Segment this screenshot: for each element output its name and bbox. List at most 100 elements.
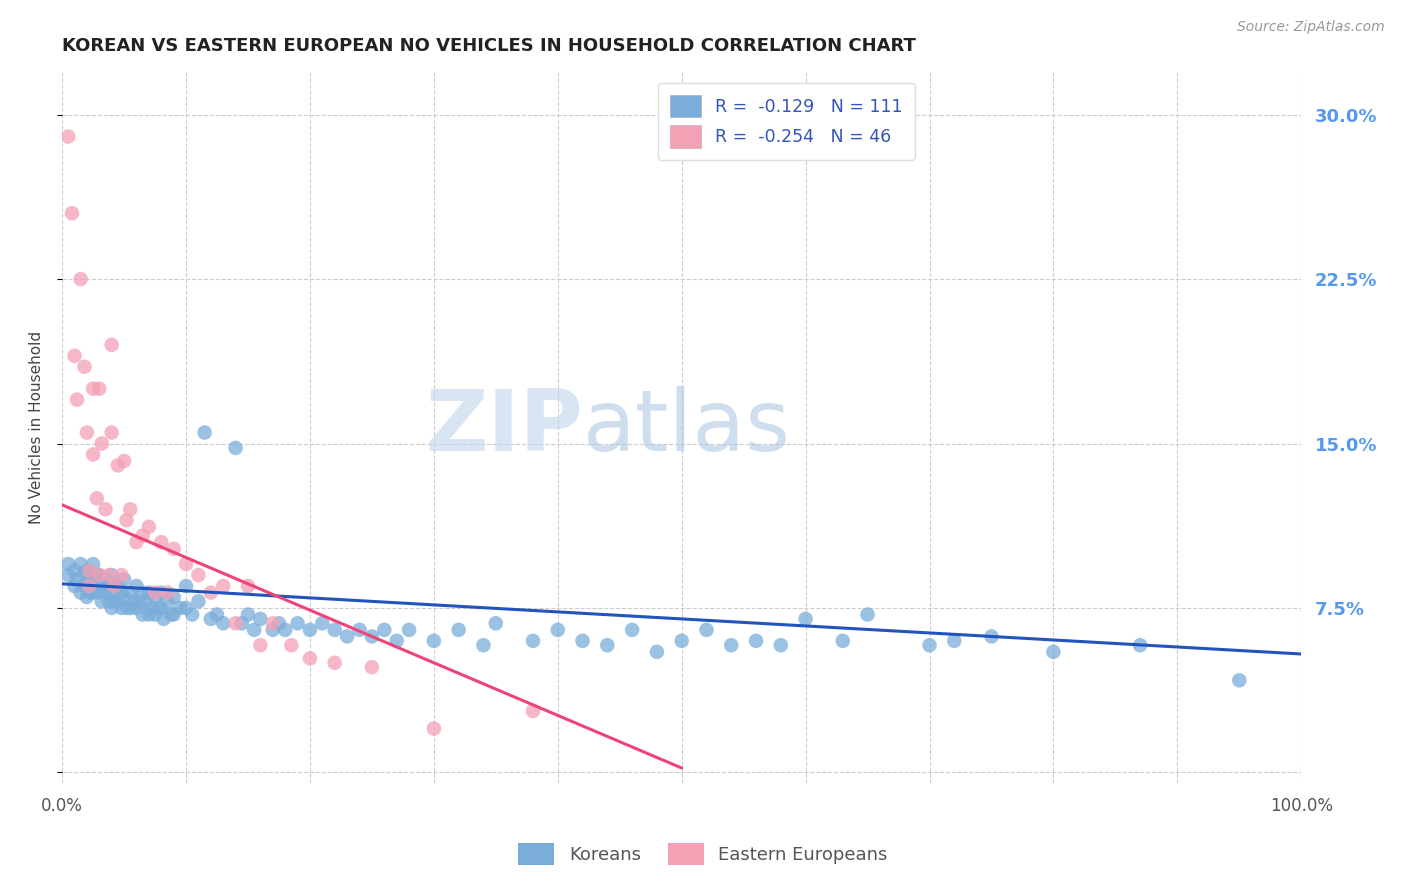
Point <box>522 633 544 648</box>
Point <box>143 585 166 599</box>
Point <box>86 491 108 506</box>
Point <box>100 601 122 615</box>
Point <box>98 594 121 608</box>
Point <box>150 535 173 549</box>
Point <box>1042 645 1064 659</box>
Point <box>69 585 91 599</box>
Point <box>90 594 112 608</box>
Point <box>58 557 80 571</box>
Point <box>66 392 89 407</box>
Point <box>621 623 644 637</box>
Legend: R =  -0.129   N = 111, R =  -0.254   N = 46: R = -0.129 N = 111, R = -0.254 N = 46 <box>658 83 915 160</box>
Point <box>225 616 247 631</box>
Point <box>794 612 817 626</box>
Point <box>262 623 284 637</box>
Point <box>103 579 125 593</box>
Point <box>128 594 150 608</box>
Point <box>115 601 138 615</box>
Point <box>141 601 163 615</box>
Point <box>73 568 96 582</box>
Point <box>112 590 135 604</box>
Point <box>194 425 217 440</box>
Point <box>148 601 170 615</box>
Point <box>69 272 91 286</box>
Point <box>336 630 359 644</box>
Point <box>131 607 153 622</box>
Point <box>169 601 191 615</box>
Point <box>82 382 104 396</box>
Point <box>472 638 495 652</box>
Point <box>82 585 104 599</box>
Point <box>267 616 290 631</box>
Point <box>323 656 346 670</box>
Text: KOREAN VS EASTERN EUROPEAN NO VEHICLES IN HOUSEHOLD CORRELATION CHART: KOREAN VS EASTERN EUROPEAN NO VEHICLES I… <box>62 37 915 55</box>
Point <box>76 564 98 578</box>
Legend: Koreans, Eastern Europeans: Koreans, Eastern Europeans <box>510 836 896 872</box>
Point <box>79 579 101 593</box>
Point <box>120 585 142 599</box>
Point <box>243 623 266 637</box>
Point <box>174 557 197 571</box>
Point <box>745 633 768 648</box>
Point <box>695 623 717 637</box>
Point <box>236 579 259 593</box>
Point <box>138 607 160 622</box>
Point <box>103 594 125 608</box>
Point <box>361 630 384 644</box>
Point <box>160 607 183 622</box>
Point <box>236 607 259 622</box>
Point <box>831 633 853 648</box>
Point <box>298 623 321 637</box>
Point <box>100 425 122 440</box>
Point <box>110 568 132 582</box>
Point <box>187 594 209 608</box>
Point <box>311 616 333 631</box>
Point <box>94 573 117 587</box>
Point <box>107 458 129 473</box>
Point <box>262 616 284 631</box>
Point <box>89 585 111 599</box>
Point <box>143 607 166 622</box>
Point <box>187 568 209 582</box>
Point <box>856 607 879 622</box>
Y-axis label: No Vehicles in Household: No Vehicles in Household <box>30 331 44 524</box>
Point <box>100 585 122 599</box>
Point <box>112 454 135 468</box>
Point <box>1227 673 1250 688</box>
Point <box>287 616 309 631</box>
Point <box>174 601 197 615</box>
Point <box>66 573 89 587</box>
Point <box>323 623 346 637</box>
Point <box>120 502 142 516</box>
Point <box>98 568 121 582</box>
Point <box>135 594 157 608</box>
Point <box>107 594 129 608</box>
Point <box>398 623 420 637</box>
Point <box>138 520 160 534</box>
Point <box>89 382 111 396</box>
Point <box>79 573 101 587</box>
Point <box>212 616 235 631</box>
Point <box>385 633 408 648</box>
Point <box>645 645 668 659</box>
Point <box>225 441 247 455</box>
Point <box>485 616 508 631</box>
Point <box>63 579 86 593</box>
Point <box>73 359 96 374</box>
Point <box>131 528 153 542</box>
Point <box>120 601 142 615</box>
Point <box>90 436 112 450</box>
Point <box>79 585 101 599</box>
Point <box>110 601 132 615</box>
Point <box>76 590 98 604</box>
Point <box>110 585 132 599</box>
Point <box>980 630 1002 644</box>
Point <box>79 564 101 578</box>
Point <box>98 579 121 593</box>
Point <box>100 338 122 352</box>
Point <box>200 585 222 599</box>
Text: Source: ZipAtlas.com: Source: ZipAtlas.com <box>1237 20 1385 34</box>
Point <box>63 564 86 578</box>
Point <box>447 623 470 637</box>
Point <box>249 638 271 652</box>
